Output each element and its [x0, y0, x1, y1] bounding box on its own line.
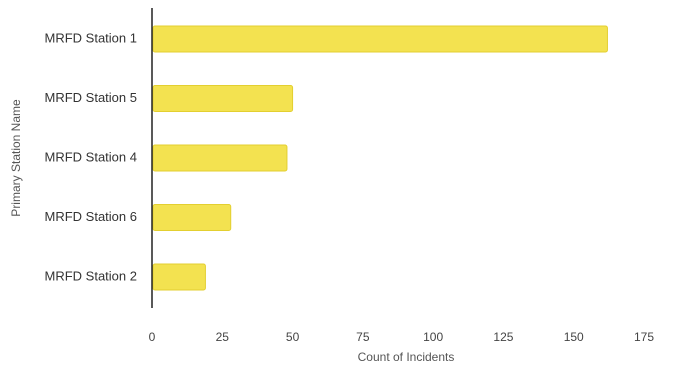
x-tick-label: 125 [493, 330, 513, 344]
x-tick-label: 175 [634, 330, 654, 344]
category-label: MRFD Station 5 [45, 90, 137, 105]
bar-mrfd-station-6 [152, 204, 232, 231]
category-label: MRFD Station 6 [45, 209, 137, 224]
category-labels: MRFD Station 1 MRFD Station 5 MRFD Station… [45, 30, 137, 283]
x-tick-label: 75 [356, 330, 370, 344]
category-label: MRFD Station 1 [45, 30, 137, 45]
x-tick-label: 100 [423, 330, 443, 344]
x-axis-title: Count of Incidents [358, 350, 455, 364]
bar-mrfd-station-2 [152, 263, 206, 291]
x-tick-label: 25 [216, 330, 230, 344]
bar-mrfd-station-5 [152, 85, 294, 112]
bar-mrfd-station-4 [152, 144, 288, 172]
y-axis-title: Primary Station Name [9, 99, 23, 217]
bar-mrfd-station-1 [152, 25, 608, 53]
x-tick-labels: 0 25 50 75 100 125 150 175 [149, 330, 655, 344]
category-label: MRFD Station 2 [45, 268, 137, 283]
category-label: MRFD Station 4 [45, 149, 137, 164]
x-tick-label: 0 [149, 330, 156, 344]
bars-layer [152, 25, 608, 291]
x-tick-label: 50 [286, 330, 300, 344]
x-tick-label: 150 [564, 330, 584, 344]
